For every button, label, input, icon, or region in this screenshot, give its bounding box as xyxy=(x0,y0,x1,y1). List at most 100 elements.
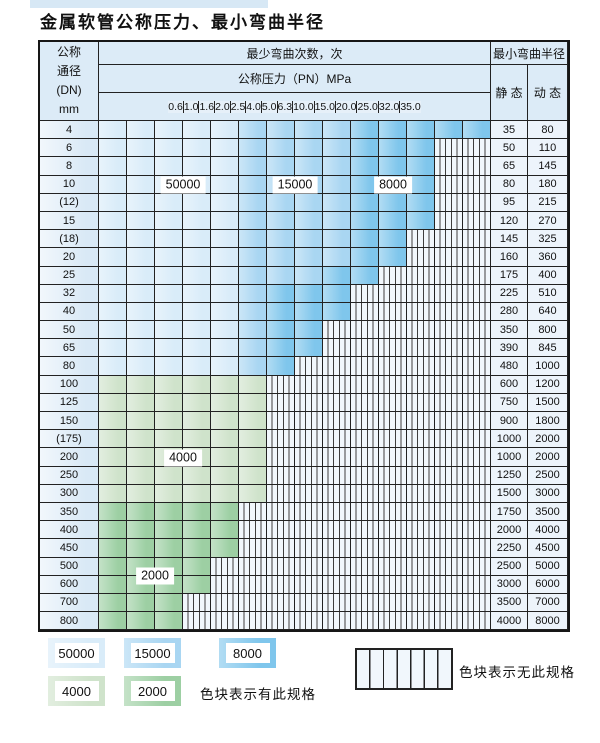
spec-cell xyxy=(295,193,323,212)
static-value-cell: 145 xyxy=(491,230,528,249)
spec-cell xyxy=(183,502,211,522)
spec-cell xyxy=(99,248,127,267)
spec-cell xyxy=(99,575,127,594)
spec-cell xyxy=(127,302,155,322)
spec-cell xyxy=(211,211,239,231)
no-spec-cell xyxy=(267,466,295,485)
legend-swatch: 4000 xyxy=(48,676,105,706)
spec-cell xyxy=(379,139,407,158)
spec-cell xyxy=(183,139,211,158)
dynamic-value-cell: 4500 xyxy=(528,539,568,558)
no-spec-cell xyxy=(295,612,323,631)
no-spec-cell xyxy=(463,139,491,158)
no-spec-cell xyxy=(351,302,379,322)
spec-cell xyxy=(99,175,127,194)
spec-cell xyxy=(211,412,239,431)
spec-cell xyxy=(183,484,211,503)
spec-cell xyxy=(267,230,295,249)
no-spec-cell xyxy=(267,575,295,594)
no-spec-cell xyxy=(267,502,295,522)
no-spec-cell xyxy=(407,521,435,540)
spec-cell xyxy=(155,539,183,558)
spec-cell xyxy=(379,248,407,267)
spec-cell xyxy=(239,266,267,285)
dn-cell: 700 xyxy=(40,593,99,613)
spec-cell xyxy=(99,266,127,285)
spec-cell xyxy=(211,375,239,394)
spec-cell xyxy=(183,266,211,285)
no-spec-cell xyxy=(323,612,351,631)
spec-cell xyxy=(99,466,127,485)
spec-cell xyxy=(323,266,351,285)
spec-cell xyxy=(211,466,239,485)
spec-cell xyxy=(127,466,155,485)
no-spec-cell xyxy=(323,539,351,558)
dn-cell: 450 xyxy=(40,539,99,558)
no-spec-swatch xyxy=(355,648,453,690)
dynamic-value-cell: 1800 xyxy=(528,412,568,431)
spec-cell xyxy=(211,248,239,267)
spec-cell xyxy=(323,157,351,176)
spec-cell xyxy=(155,430,183,449)
no-spec-cell xyxy=(463,175,491,194)
static-value-cell: 600 xyxy=(491,375,528,394)
spec-cell xyxy=(435,121,463,140)
spec-cell xyxy=(239,393,267,412)
no-spec-cell xyxy=(239,502,267,522)
no-spec-cell xyxy=(267,557,295,576)
dn-cell: 50 xyxy=(40,321,99,340)
no-spec-cell xyxy=(295,357,323,376)
spec-cell xyxy=(211,448,239,467)
no-spec-cell xyxy=(295,412,323,431)
no-spec-cell xyxy=(435,193,463,212)
no-spec-cell xyxy=(407,321,435,340)
no-spec-cell xyxy=(351,575,379,594)
spec-cell xyxy=(127,121,155,140)
spec-cell xyxy=(127,539,155,558)
spec-cell xyxy=(211,121,239,140)
no-spec-cell xyxy=(435,211,463,231)
pressure-value: 20.0 xyxy=(336,100,358,113)
no-spec-cell xyxy=(435,557,463,576)
dn-header-line: (DN) xyxy=(56,83,82,97)
spec-cell xyxy=(239,121,267,140)
no-spec-cell xyxy=(435,302,463,322)
static-value-cell: 480 xyxy=(491,357,528,376)
no-spec-cell xyxy=(323,430,351,449)
dynamic-value-cell: 270 xyxy=(528,211,568,231)
static-value-cell: 1500 xyxy=(491,484,528,503)
no-spec-cell xyxy=(211,557,239,576)
no-spec-cell xyxy=(379,393,407,412)
spec-cell xyxy=(99,121,127,140)
spec-cell xyxy=(99,539,127,558)
dn-cell: 32 xyxy=(40,284,99,303)
dn-cell: 150 xyxy=(40,412,99,431)
spec-cell xyxy=(351,175,379,194)
dynamic-value-cell: 6000 xyxy=(528,575,568,594)
spec-cell xyxy=(99,484,127,503)
no-spec-cell xyxy=(463,193,491,212)
spec-cell xyxy=(211,357,239,376)
spec-cell xyxy=(155,139,183,158)
pressure-value: 1.0 xyxy=(183,100,200,113)
dn-cell: 500 xyxy=(40,557,99,576)
no-spec-cell xyxy=(295,575,323,594)
no-spec-cell xyxy=(323,321,351,340)
has-spec-note: 色块表示有此规格 xyxy=(200,687,316,702)
spec-cell xyxy=(127,612,155,631)
no-spec-cell xyxy=(463,266,491,285)
spec-cell xyxy=(211,284,239,303)
spec-cell xyxy=(239,466,267,485)
no-spec-cell xyxy=(267,612,295,631)
pressure-value: 6.3 xyxy=(277,100,294,113)
no-spec-cell xyxy=(351,339,379,358)
legend-swatch: 2000 xyxy=(124,676,181,706)
spec-cell xyxy=(407,139,435,158)
spec-cell xyxy=(155,612,183,631)
spec-cell xyxy=(99,412,127,431)
no-spec-cell xyxy=(463,157,491,176)
pressure-value: 2.5 xyxy=(230,100,247,113)
no-spec-note: 色块表示无此规格 xyxy=(459,665,575,680)
no-spec-cell xyxy=(267,448,295,467)
